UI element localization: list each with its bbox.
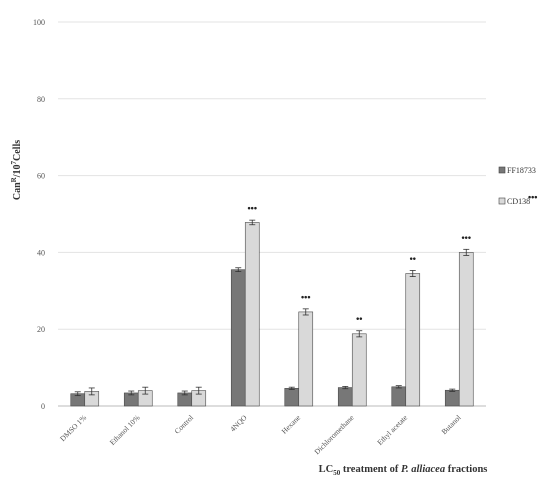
bar-ff18733-4 <box>284 388 300 407</box>
error-bar <box>409 270 416 277</box>
bar-cd138-7 <box>458 252 474 407</box>
gridlines <box>58 21 486 330</box>
legend-significance-mark: ••• <box>528 192 537 202</box>
error-bar <box>395 385 402 389</box>
bar-cd138-4 <box>298 311 314 407</box>
bar-cd138-5 <box>351 333 367 407</box>
y-axis-ticks: 0 20 40 60 80 100 <box>33 18 45 411</box>
significance-markers: ••••••••••••• <box>248 203 471 324</box>
y-tick-label: 80 <box>37 95 45 104</box>
legend-swatch-ff18733 <box>498 166 506 174</box>
x-axis-categories: DMSO 1% Ethanol 10% Control 4NQO Hexane Dichl… <box>58 413 463 457</box>
x-tick-label: 4NQO <box>228 413 249 434</box>
x-tick-label: DMSO 1% <box>58 413 88 443</box>
legend: FF18733 CD138 ••• <box>498 166 537 206</box>
significance-marker: •• <box>356 314 362 324</box>
bar-cd138-6 <box>405 273 421 407</box>
legend-swatch-cd138 <box>498 197 506 205</box>
significance-marker: ••• <box>462 232 471 242</box>
x-axis-title: LC50 treatment of P. alliacea fractions <box>319 464 488 477</box>
bar-ff18733-3 <box>230 269 246 407</box>
y-tick-label: 40 <box>37 248 45 257</box>
y-tick-label: 20 <box>37 325 45 334</box>
significance-marker: ••• <box>301 292 310 302</box>
bar-cd138-3 <box>244 222 260 407</box>
error-bar <box>342 386 349 390</box>
y-axis-title: CanR/107Cells <box>10 140 23 200</box>
x-tick-label: Control <box>173 413 196 436</box>
y-tick-label: 60 <box>37 172 45 181</box>
error-bar <box>356 330 363 338</box>
bars <box>70 222 474 407</box>
y-tick-label: 0 <box>41 402 45 411</box>
bar-ff18733-7 <box>444 389 460 407</box>
error-bar <box>195 386 202 395</box>
x-tick-label: Hexane <box>280 413 303 436</box>
significance-marker: •• <box>410 253 416 263</box>
bar-ff18733-6 <box>391 386 407 407</box>
x-tick-label: Dichloromethane <box>312 413 356 457</box>
legend-label-cd138: CD138 <box>507 197 530 206</box>
error-bar <box>249 219 256 226</box>
legend-label-ff18733: FF18733 <box>507 166 536 175</box>
error-bar <box>302 308 309 316</box>
error-bar <box>181 390 188 396</box>
error-bar <box>449 388 456 392</box>
error-bar <box>288 386 295 390</box>
y-tick-label: 100 <box>33 18 45 27</box>
error-bar <box>88 387 95 396</box>
significance-marker: ••• <box>248 203 257 213</box>
bar-ff18733-5 <box>337 387 353 407</box>
error-bars <box>74 219 470 397</box>
error-bar <box>463 248 470 256</box>
error-bar <box>235 267 242 273</box>
x-tick-label: Ethyl acetate <box>375 413 409 447</box>
error-bar <box>128 390 135 396</box>
x-tick-label: Butanol <box>440 413 463 436</box>
error-bar <box>142 386 149 395</box>
error-bar <box>74 391 81 397</box>
x-tick-label: Ethanol 10% <box>108 413 142 447</box>
